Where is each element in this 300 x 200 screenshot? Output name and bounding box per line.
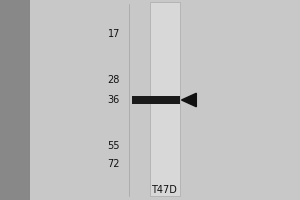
Polygon shape: [182, 93, 196, 107]
Text: 72: 72: [107, 159, 120, 169]
Bar: [0, 0, 30, 200]
Text: 55: 55: [107, 141, 120, 151]
Text: T47D: T47D: [151, 185, 176, 195]
Bar: [132, 96, 180, 104]
Text: 28: 28: [108, 75, 120, 85]
Text: 36: 36: [108, 95, 120, 105]
Bar: [150, 2, 180, 196]
Text: 17: 17: [108, 29, 120, 39]
